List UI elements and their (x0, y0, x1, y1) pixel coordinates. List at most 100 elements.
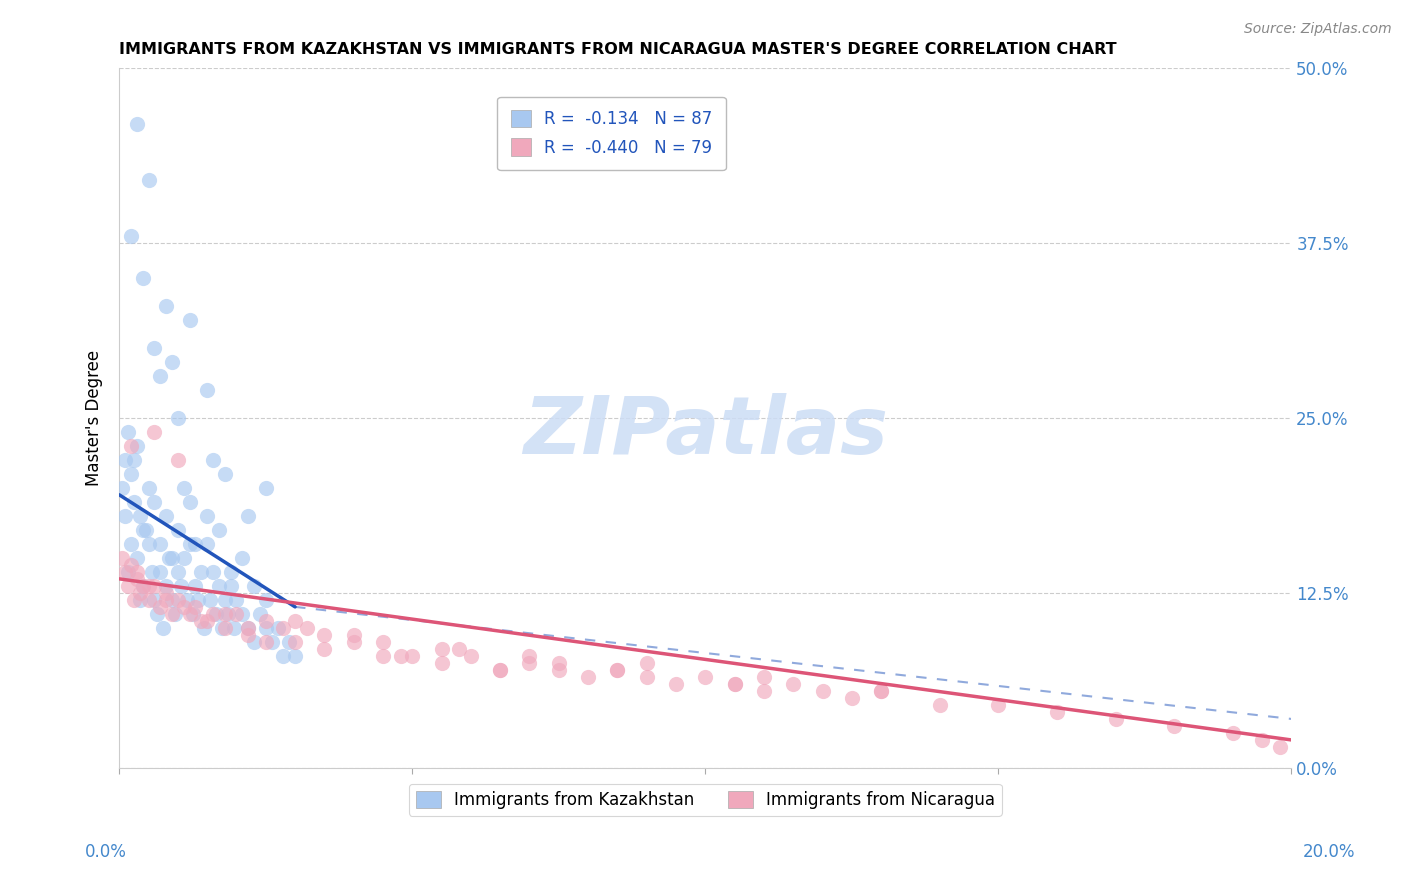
Point (157, 550, 180, 565)
Point (202, 452, 225, 467)
Point (160, 355, 183, 369)
Point (155, 593, 177, 607)
Point (117, 425, 139, 439)
Point (120, 228, 142, 243)
Point (343, 628, 366, 642)
Point (752, 684, 775, 698)
Point (179, 537, 201, 551)
Point (167, 593, 190, 607)
Point (665, 677, 688, 691)
Point (120, 537, 142, 551)
Point (636, 656, 658, 670)
Point (636, 670, 658, 684)
Point (155, 508, 177, 523)
Point (125, 565, 148, 579)
Point (214, 467, 236, 481)
Point (208, 523, 231, 537)
Point (1268, 739, 1291, 754)
Point (214, 607, 236, 621)
Point (254, 621, 277, 635)
Point (190, 565, 212, 579)
Point (132, 579, 155, 593)
Point (195, 508, 218, 523)
Point (231, 607, 253, 621)
Point (167, 410, 190, 425)
Point (222, 621, 245, 635)
Point (138, 593, 160, 607)
Text: ZIPatlas: ZIPatlas (523, 392, 887, 471)
Point (547, 663, 569, 677)
Point (238, 508, 260, 523)
Point (202, 607, 225, 621)
Point (198, 593, 221, 607)
Point (143, 593, 166, 607)
Point (273, 621, 295, 635)
Point (167, 523, 190, 537)
Point (125, 550, 148, 565)
Point (138, 537, 160, 551)
Point (284, 614, 307, 628)
Point (1104, 712, 1126, 726)
Point (120, 558, 142, 572)
Point (114, 508, 136, 523)
Point (195, 614, 218, 628)
Point (389, 648, 412, 663)
Point (141, 565, 163, 579)
Point (155, 586, 177, 600)
Point (987, 698, 1010, 712)
Point (1163, 719, 1185, 733)
Point (117, 579, 139, 593)
Point (173, 481, 195, 495)
Point (173, 550, 195, 565)
Point (179, 607, 201, 621)
Point (811, 684, 834, 698)
Point (143, 495, 166, 509)
Point (219, 579, 242, 593)
Point (217, 607, 239, 621)
Point (155, 579, 177, 593)
Point (219, 565, 242, 579)
Point (284, 635, 307, 649)
Point (211, 621, 233, 635)
Point (143, 579, 166, 593)
Point (430, 656, 453, 670)
Point (547, 656, 569, 670)
Point (114, 565, 136, 579)
Point (205, 607, 228, 621)
Point (125, 572, 148, 586)
Point (519, 656, 541, 670)
Point (160, 607, 183, 621)
Point (184, 599, 207, 614)
Point (1046, 705, 1069, 719)
Point (193, 621, 215, 635)
Point (170, 579, 193, 593)
Point (314, 641, 336, 656)
Point (606, 663, 628, 677)
Point (195, 383, 218, 397)
Point (238, 621, 260, 635)
Point (132, 523, 155, 537)
Point (135, 523, 157, 537)
Point (132, 270, 155, 285)
Point (401, 648, 423, 663)
Point (179, 495, 201, 509)
Point (254, 481, 277, 495)
Point (111, 550, 134, 565)
Point (160, 550, 183, 565)
Point (155, 299, 177, 313)
Point (723, 677, 745, 691)
Point (695, 670, 717, 684)
Point (1251, 733, 1274, 747)
Point (176, 593, 198, 607)
Point (128, 586, 150, 600)
Point (489, 663, 512, 677)
Point (125, 117, 148, 131)
Point (314, 628, 336, 642)
Point (160, 593, 183, 607)
Point (278, 635, 301, 649)
Point (149, 368, 172, 383)
Text: 0.0%: 0.0% (84, 843, 127, 861)
Point (195, 537, 218, 551)
Point (723, 677, 745, 691)
Point (266, 621, 288, 635)
